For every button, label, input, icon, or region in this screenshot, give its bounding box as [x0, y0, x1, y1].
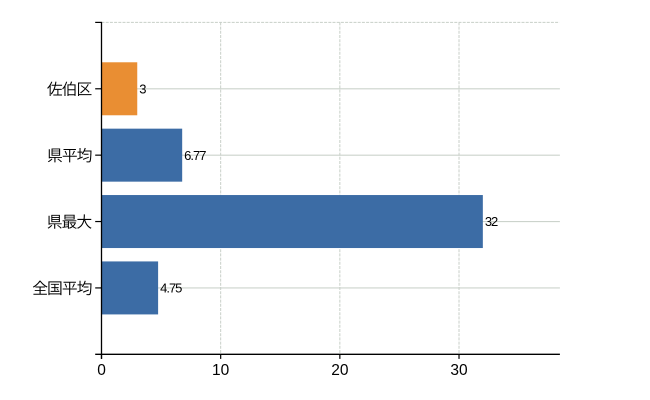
svg-text:32: 32 — [485, 214, 498, 229]
svg-text:20: 20 — [331, 362, 349, 379]
svg-text:6.77: 6.77 — [184, 148, 206, 163]
svg-text:30: 30 — [450, 362, 468, 379]
svg-text:0: 0 — [97, 362, 106, 379]
svg-text:10: 10 — [212, 362, 230, 379]
svg-text:4.75: 4.75 — [160, 281, 182, 296]
svg-text:3: 3 — [139, 81, 146, 96]
